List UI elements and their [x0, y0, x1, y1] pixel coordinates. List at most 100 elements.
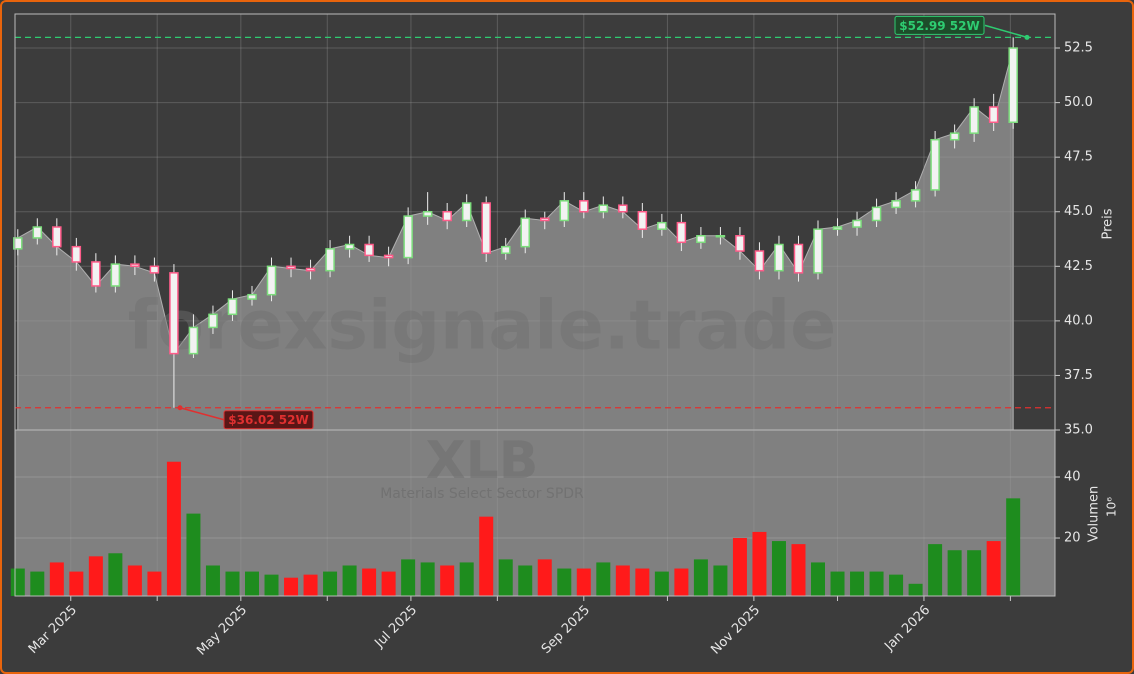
y-tick-label: 45.0	[1064, 204, 1093, 219]
x-tick-label: Sep 2025	[539, 603, 593, 657]
candle-body	[618, 204, 628, 213]
volume-bar	[323, 571, 338, 596]
volume-tick-label: 40	[1064, 469, 1081, 484]
y-tick-label: 40.0	[1064, 313, 1093, 328]
volume-bar	[381, 571, 396, 596]
candle-body	[383, 254, 394, 259]
volume-bar	[830, 571, 845, 596]
candle-body	[91, 261, 101, 287]
volume-bar	[947, 550, 962, 596]
candle-body	[676, 221, 687, 244]
volume-frame	[14, 429, 1056, 597]
candle-body	[13, 237, 23, 250]
candle-body	[52, 226, 62, 248]
x-tick-label: May 2025	[194, 603, 250, 659]
volume-bar	[986, 541, 1001, 596]
volume-scale-label: 10⁶	[1105, 497, 1119, 517]
y-tick-label: 42.5	[1064, 259, 1093, 274]
candle-body	[754, 250, 765, 272]
name-watermark: Materials Select Sector SPDR	[380, 486, 584, 502]
candle-body	[188, 326, 199, 355]
volume-bar	[49, 562, 64, 596]
volume-bar	[869, 571, 884, 596]
candle-body	[481, 202, 491, 254]
volume-bar	[518, 565, 533, 596]
volume-bar	[362, 568, 377, 596]
volume-bar	[127, 565, 142, 596]
volume-bar	[713, 565, 728, 596]
candle-body	[71, 245, 82, 263]
candle-body	[422, 210, 433, 217]
annotation-arrow	[179, 407, 225, 421]
candle-body	[403, 215, 413, 259]
volume-bar	[10, 568, 25, 596]
volume-bar	[147, 571, 162, 596]
candle-body	[657, 221, 667, 230]
volume-bar	[635, 568, 650, 596]
candle-body	[520, 217, 530, 248]
candle-body	[344, 243, 355, 250]
volume-bar	[811, 562, 826, 596]
volume-bar	[244, 571, 259, 596]
volume-bar	[576, 568, 591, 596]
candle-body	[930, 138, 940, 191]
annotation-arrow-head	[1024, 34, 1030, 40]
candle-body	[852, 219, 862, 228]
candle-body	[110, 263, 121, 287]
volume-bar	[166, 461, 181, 596]
candle-body	[442, 210, 452, 222]
volume-bar	[108, 553, 123, 596]
candle-body	[169, 272, 179, 355]
volume-bar	[732, 538, 747, 596]
candle-body	[793, 243, 804, 274]
candle-body	[579, 200, 589, 213]
annotation-arrow	[984, 24, 1028, 39]
y-tick-label: 50.0	[1064, 95, 1093, 110]
x-tick-label: Jan 2026	[881, 603, 933, 655]
annotation-box	[223, 410, 314, 430]
candle-body	[325, 248, 335, 272]
y-tick-label: 37.5	[1064, 368, 1093, 383]
volume-bar	[791, 544, 806, 596]
volume-bar	[771, 541, 786, 596]
annotation-label: $52.99 52W	[899, 19, 979, 33]
x-tick-label: Nov 2025	[708, 603, 763, 658]
candle-body	[32, 226, 43, 239]
annotation-label: $36.02 52W	[228, 413, 308, 427]
volume-bar	[654, 571, 669, 596]
candle-body	[871, 206, 882, 222]
candle-body	[832, 226, 843, 230]
candle-body	[696, 235, 706, 244]
candle-body	[774, 243, 784, 272]
candle-body	[637, 210, 648, 230]
volume-bar	[30, 571, 45, 596]
candle-body	[266, 265, 277, 296]
candle-body	[949, 132, 960, 141]
annotation-box	[894, 15, 985, 35]
annotation-arrow-head	[177, 405, 183, 411]
candle-body	[813, 228, 823, 274]
candle-body	[598, 204, 609, 213]
candle-body	[969, 106, 979, 134]
y-tick-label: 35.0	[1064, 423, 1093, 438]
volume-bar	[693, 559, 708, 596]
volume-bar	[967, 550, 982, 596]
x-tick-label: Mar 2025	[26, 603, 80, 657]
volume-bar	[342, 565, 357, 596]
volume-bar	[401, 559, 416, 596]
candle-body	[735, 235, 745, 252]
candle-body	[286, 265, 296, 270]
watermark: forexsignale.trade	[128, 287, 837, 366]
volume-bar	[264, 574, 279, 596]
candle-body	[247, 293, 257, 300]
volume-bar	[850, 571, 865, 596]
candle-body	[461, 202, 472, 222]
candle-body	[500, 245, 511, 254]
candle-body	[364, 243, 374, 257]
volume-bar	[752, 531, 767, 596]
candle-body	[149, 265, 160, 274]
volume-bar	[420, 562, 435, 596]
volume-bar	[303, 574, 318, 596]
